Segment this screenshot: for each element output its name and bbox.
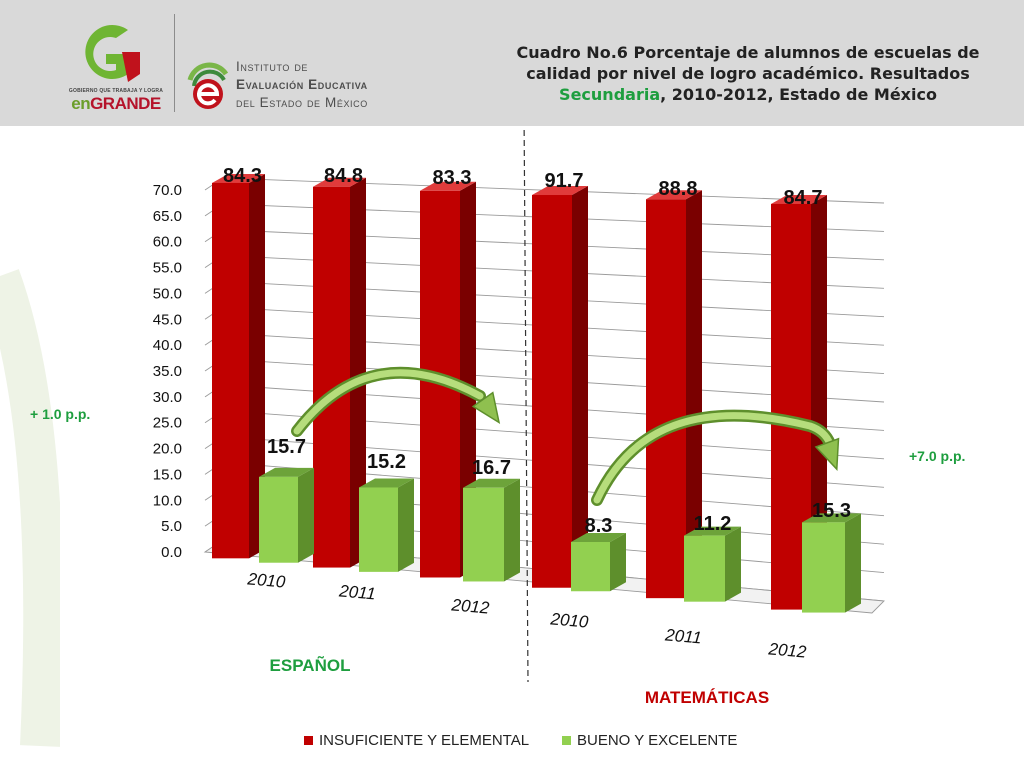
title-line-2: calidad por nivel de logro académico. Re… — [526, 64, 970, 83]
bar-insuficiente-label: 91.7 — [545, 170, 584, 192]
bar-bueno — [259, 467, 314, 563]
institute-name: Instituto de Evaluación Educativa del Es… — [236, 58, 368, 112]
y-tick-label: 60.0 — [153, 234, 182, 251]
bar-bueno-label: 15.2 — [367, 451, 406, 473]
bar-insuficiente — [212, 173, 265, 559]
bar-insuficiente — [646, 190, 702, 599]
title-highlight: Secundaria — [559, 85, 661, 104]
header-divider — [174, 14, 175, 112]
x-tick-label: 2011 — [663, 625, 702, 647]
ieeem-logo-icon — [187, 62, 229, 109]
x-tick-label: 2011 — [337, 581, 376, 603]
bar-bueno-label: 8.3 — [585, 515, 613, 537]
logo-brand-suffix: GRANDE — [90, 94, 161, 113]
gobierno-logo: GOBIERNO QUE TRABAJA Y LOGRA enGRANDE — [66, 22, 166, 114]
y-tick-label: 0.0 — [161, 544, 182, 561]
title-line-3-rest: , 2010-2012, Estado de México — [660, 85, 937, 104]
bar-insuficiente-label: 84.7 — [784, 187, 823, 209]
bar-bueno — [684, 526, 741, 602]
chart-bars: 84.3 84.8 83.3 91.7 88.8 84.7 15.7 15.2 16.7 8.3 1… — [212, 165, 861, 613]
bar-bueno-label: 16.7 — [472, 457, 511, 479]
legend-swatch-insuficiente — [304, 736, 313, 745]
x-tick-label: 2010 — [549, 609, 590, 631]
x-tick-label: 2012 — [767, 639, 808, 661]
y-tick-label: 30.0 — [153, 389, 182, 406]
bar-insuficiente-label: 83.3 — [433, 167, 472, 189]
y-tick-label: 40.0 — [153, 337, 182, 354]
y-tick-label: 50.0 — [153, 285, 182, 302]
y-axis: 0.0 5.0 10.0 15.0 20.0 25.0 30.0 35.0 40.0 45.0 50… — [153, 182, 182, 561]
legend-label-bueno: BUENO Y EXCELENTE — [577, 732, 737, 749]
legend-swatch-bueno — [562, 736, 571, 745]
y-tick-label: 55.0 — [153, 260, 182, 277]
y-tick-label: 35.0 — [153, 363, 182, 380]
logo-brand-prefix: en — [71, 94, 91, 113]
arrow-espanol — [291, 366, 501, 437]
bar-insuficiente-label: 84.3 — [223, 165, 262, 187]
y-tick-label: 70.0 — [153, 182, 182, 199]
x-axis: 2010 2011 2012 2010 2011 2012 — [246, 569, 808, 661]
y-tick-label: 25.0 — [153, 415, 182, 432]
bar-bueno-label: 11.2 — [694, 513, 732, 535]
group-label-matematicas: MATEMÁTICAS — [645, 688, 769, 707]
annotation-espanol: + 1.0 p.p. — [30, 406, 90, 422]
bar-bueno-label: 15.7 — [267, 436, 306, 458]
y-tick-label: 45.0 — [153, 311, 182, 328]
bar-chart: 0.0 5.0 10.0 15.0 20.0 25.0 30.0 35.0 40.0 45.0 50… — [30, 126, 965, 749]
page-title: Cuadro No.6 Porcentaje de alumnos de esc… — [488, 42, 1008, 105]
title-line-1: Cuadro No.6 Porcentaje de alumnos de esc… — [516, 43, 980, 62]
x-tick-label: 2012 — [450, 595, 491, 617]
title-line-3: Secundaria, 2010-2012, Estado de México — [488, 84, 1008, 105]
institute-line-2: Evaluación Educativa — [236, 77, 368, 92]
y-tick-label: 10.0 — [153, 492, 182, 509]
bar-bueno — [802, 513, 861, 613]
x-tick-label: 2010 — [246, 569, 287, 591]
logo-tagline: GOBIERNO QUE TRABAJA Y LOGRA — [68, 88, 164, 94]
bar-insuficiente — [532, 186, 588, 588]
bar-bueno — [463, 478, 520, 582]
header-banner: GOBIERNO QUE TRABAJA Y LOGRA enGRANDE In… — [0, 0, 1024, 126]
group-separator — [523, 126, 529, 683]
logo-brand: enGRANDE — [66, 94, 166, 114]
bar-insuficiente-label: 88.8 — [659, 178, 698, 200]
bar-bueno-label: 15.3 — [812, 500, 851, 522]
group-label-espanol: ESPAÑOL — [270, 655, 351, 675]
institute-line-1: Instituto de — [236, 59, 309, 74]
y-tick-label: 20.0 — [153, 441, 182, 458]
y-tick-label: 5.0 — [161, 518, 182, 535]
legend-label-insuficiente: INSUFICIENTE Y ELEMENTAL — [319, 732, 529, 749]
y-tick-label: 65.0 — [153, 208, 182, 225]
chart-arrows — [291, 366, 840, 506]
y-tick-label: 15.0 — [153, 466, 182, 483]
bar-insuficiente-label: 84.8 — [324, 165, 363, 187]
g-logo-icon — [85, 25, 140, 82]
bar-bueno — [571, 532, 626, 592]
chart-legend: INSUFICIENTE Y ELEMENTAL BUENO Y EXCELEN… — [304, 732, 737, 749]
annotation-matematicas: +7.0 p.p. — [909, 448, 965, 464]
bar-bueno — [359, 478, 414, 572]
institute-line-3: del Estado de México — [236, 95, 368, 110]
background-decoration — [0, 269, 60, 747]
arrow-matematicas — [591, 409, 840, 506]
bar-insuficiente — [313, 177, 366, 568]
